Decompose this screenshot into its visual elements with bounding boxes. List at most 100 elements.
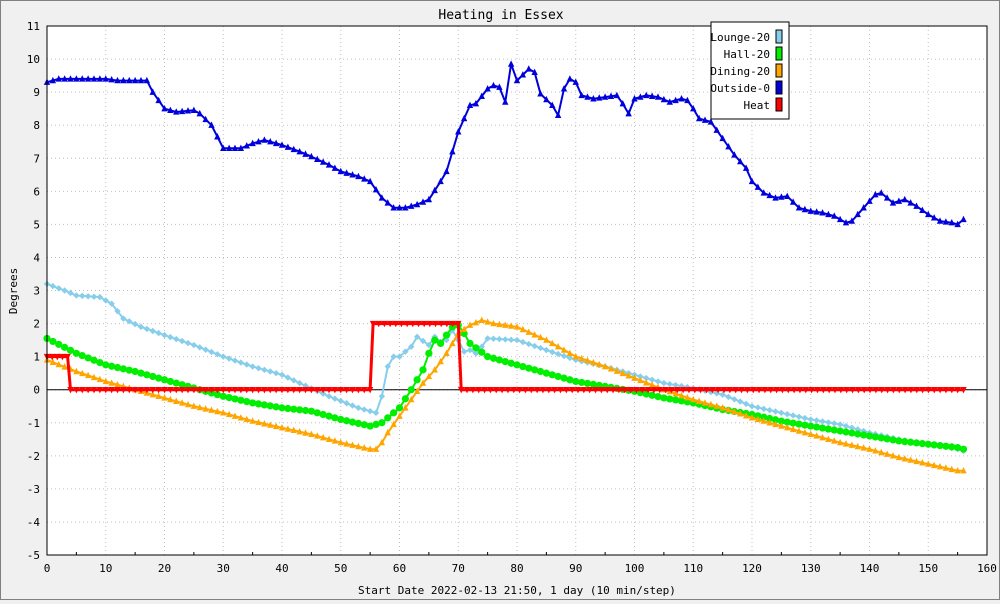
data-point	[831, 386, 839, 394]
data-point	[220, 353, 227, 360]
data-point	[895, 197, 903, 204]
data-point	[543, 346, 550, 354]
data-point	[396, 204, 403, 211]
data-point	[307, 407, 315, 415]
data-point	[677, 397, 686, 405]
data-point	[108, 76, 115, 83]
data-point	[243, 386, 250, 394]
data-point	[554, 343, 562, 350]
data-point	[760, 405, 767, 413]
x-tick-label: 80	[510, 562, 523, 575]
data-point	[108, 362, 116, 370]
data-point	[531, 68, 538, 75]
data-point	[431, 186, 438, 194]
data-point	[161, 394, 168, 401]
data-point	[713, 402, 720, 409]
data-point	[208, 121, 215, 128]
data-point	[419, 337, 427, 345]
data-point	[114, 386, 121, 394]
data-point	[155, 329, 162, 337]
data-point	[79, 292, 86, 300]
data-point	[409, 320, 417, 328]
data-point	[137, 386, 145, 394]
data-point	[225, 386, 233, 394]
data-point	[290, 405, 298, 413]
data-point	[155, 374, 163, 382]
data-point	[361, 175, 368, 182]
data-point	[860, 444, 867, 451]
data-point	[231, 395, 239, 403]
data-point	[272, 139, 280, 147]
data-point	[825, 386, 833, 394]
data-point	[466, 321, 474, 328]
data-point	[395, 404, 404, 412]
data-point	[255, 418, 262, 426]
data-point	[572, 377, 580, 386]
data-point	[560, 346, 568, 353]
data-point	[889, 199, 897, 206]
data-point	[431, 366, 438, 373]
data-point	[924, 440, 932, 448]
data-point	[84, 371, 92, 379]
data-point	[801, 421, 809, 429]
data-point	[513, 336, 521, 344]
data-point	[519, 338, 527, 346]
data-point	[901, 195, 908, 203]
data-point	[178, 386, 186, 394]
data-point	[355, 172, 362, 180]
data-point	[61, 287, 68, 294]
data-point	[413, 333, 421, 340]
y-tick-label: 3	[33, 285, 40, 298]
data-point	[889, 452, 897, 459]
data-point	[760, 189, 767, 196]
data-point	[108, 300, 115, 307]
data-point	[331, 414, 339, 422]
data-point	[343, 440, 350, 447]
data-point	[296, 386, 303, 394]
data-point	[290, 377, 297, 384]
data-point	[408, 202, 415, 209]
data-point	[102, 361, 110, 369]
data-point	[272, 422, 280, 430]
data-point	[249, 417, 256, 424]
data-point	[637, 376, 644, 384]
data-point	[872, 386, 880, 394]
data-point	[61, 363, 68, 370]
data-point	[243, 397, 251, 406]
y-tick-label: 2	[33, 318, 40, 331]
x-tick-labels: 0 10 20 30 40 50 60 70 80 90 100 110 120 130 140 150 160	[44, 562, 997, 575]
data-point	[931, 386, 938, 394]
x-tick-label: 110	[683, 562, 703, 575]
data-point	[625, 109, 632, 117]
data-point	[419, 379, 427, 386]
data-point	[55, 340, 63, 348]
data-point	[854, 210, 861, 218]
data-point	[654, 378, 662, 385]
data-point	[249, 139, 256, 147]
data-point	[390, 420, 397, 428]
data-point	[119, 365, 127, 373]
data-point	[114, 307, 121, 315]
data-point	[73, 367, 80, 375]
data-point	[355, 442, 362, 450]
data-point	[337, 438, 344, 446]
data-point	[79, 386, 86, 394]
data-point	[190, 386, 198, 394]
data-point	[825, 435, 832, 442]
data-point	[490, 81, 497, 89]
data-point	[208, 406, 215, 413]
data-point	[801, 205, 809, 213]
data-point	[871, 433, 879, 441]
data-point	[284, 425, 292, 432]
x-tick-label: 0	[44, 562, 51, 575]
data-point	[842, 440, 850, 447]
data-point	[319, 410, 327, 419]
data-point	[278, 141, 286, 148]
data-point	[319, 158, 327, 165]
data-point	[884, 386, 891, 394]
data-point	[668, 386, 675, 394]
data-point	[531, 331, 538, 338]
data-point	[695, 114, 703, 122]
data-point	[296, 406, 304, 414]
